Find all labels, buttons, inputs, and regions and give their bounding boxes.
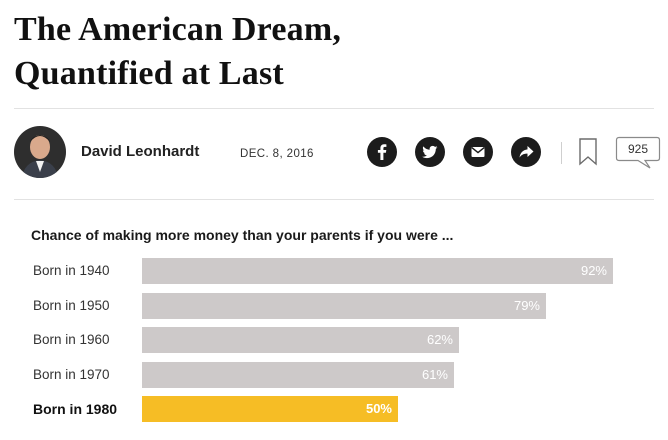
divider-bottom [14,199,654,200]
headline-line-2: Quantified at Last [14,55,284,92]
chart-title: Chance of making more money than your pa… [31,227,454,243]
author-avatar[interactable] [14,126,66,178]
comment-bubble-icon[interactable] [615,136,661,170]
bar: 50% [142,396,398,422]
headline: The American Dream, Quantified at Last [14,8,654,96]
bar: 61% [142,361,454,388]
author-name[interactable]: David Leonhardt [81,143,200,160]
bar-label: Born in 1940 [33,263,110,278]
bar-value-label: 61% [421,366,448,382]
bar: 62% [142,327,459,353]
bar-label: Born in 1950 [33,297,110,313]
avatar-portrait-icon [14,126,66,178]
comment-count[interactable]: 925 [627,142,649,156]
publish-date: DEC. 8, 2016 [240,148,314,160]
email-share-button[interactable] [463,137,493,167]
share-icon [519,146,534,158]
twitter-icon [422,145,438,159]
bar: 79% [142,292,546,319]
bar-label: Born in 1960 [33,332,110,347]
bar: 92% [142,258,613,284]
bookmark-icon[interactable] [577,137,599,167]
toolbar-divider [561,142,562,164]
facebook-share-button[interactable] [367,137,397,167]
bar-value-label: 92% [580,263,607,278]
more-share-button[interactable] [511,137,541,167]
email-icon [471,147,485,157]
facebook-icon [377,144,387,160]
bar-value-label: 62% [426,332,453,347]
headline-line-1: The American Dream, [14,11,342,48]
bar-value-label: 79% [513,297,540,313]
bar-label: Born in 1980 [33,401,118,417]
divider-top [14,108,654,109]
twitter-share-button[interactable] [415,137,445,167]
bar-label: Born in 1970 [33,366,110,382]
bar-value-label: 50% [365,401,392,416]
